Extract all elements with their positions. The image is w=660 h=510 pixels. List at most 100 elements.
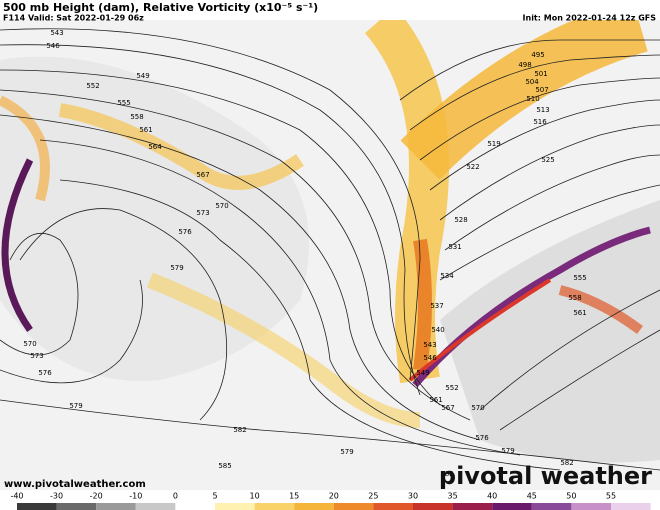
colorbar-tick-label: 5 [212, 492, 217, 501]
contour-label: 537 [430, 302, 443, 310]
colorbar-swatch [571, 503, 611, 510]
vorticity-band [58, 103, 304, 190]
contour [399, 39, 660, 101]
contour [39, 139, 521, 456]
colorbar-tick-label: -40 [10, 492, 23, 501]
colorbar-tick-label: -10 [129, 492, 142, 501]
contour-label: 546 [423, 354, 437, 362]
contour-label: 558 [568, 294, 581, 302]
colorbar-swatch [254, 503, 295, 510]
colorbar-swatch [333, 503, 374, 510]
vorticity-band [558, 285, 643, 335]
vorticity-band [413, 238, 432, 371]
vorticity-band [364, 6, 449, 384]
url: www.pivotalweather.com [4, 479, 146, 490]
contour-label: 531 [448, 243, 461, 251]
contour-label: 576 [38, 369, 52, 377]
contour-label: 501 [534, 70, 547, 78]
contour-label: 549 [136, 72, 149, 80]
contour-label: 552 [445, 384, 458, 392]
contour-label: 546 [46, 42, 60, 50]
vorticity-band [147, 272, 421, 428]
valid-time: F114 Valid: Sat 2022-01-29 06z [3, 14, 144, 23]
colorbar-swatch [492, 503, 532, 510]
colorbar-tick-label: 15 [289, 492, 299, 501]
contour [0, 28, 421, 381]
colorbar-swatch [294, 503, 334, 510]
contour-label: 585 [218, 462, 231, 470]
colorbar-tick-label: 55 [606, 492, 616, 501]
contour-label: 561 [573, 309, 586, 317]
contour-label: 507 [535, 86, 548, 94]
colorbar-tick-label: -20 [90, 492, 103, 501]
contour [499, 329, 660, 431]
contour-label: 498 [518, 61, 531, 69]
colorbar: -40 -30 -20 -10 0 5 10 15 20 25 30 35 40 45 50 55 [10, 492, 651, 510]
colorbar-swatch [611, 503, 651, 510]
contour-label: 510 [526, 95, 539, 103]
contour-label: 570 [215, 202, 228, 210]
map-title: 500 mb Height (dam), Relative Vorticity … [3, 1, 318, 14]
contour-label: 561 [139, 126, 152, 134]
contour-label: 567 [441, 404, 454, 412]
contour-label: 558 [130, 113, 143, 121]
contour-label: 519 [487, 140, 500, 148]
colorbar-swatch [96, 503, 136, 510]
colorbar-tick-label: 30 [408, 492, 418, 501]
contour [0, 89, 471, 421]
colorbar-tick-label: 0 [173, 492, 178, 501]
contour-label: 522 [466, 163, 479, 171]
contour-label: 555 [117, 99, 130, 107]
colorbar-swatch [175, 503, 215, 510]
contour [0, 279, 143, 384]
contour [0, 114, 481, 441]
contour-label: 525 [541, 156, 554, 164]
contour-label: 579 [501, 447, 514, 455]
contour-labels: 5435465495525555585615645675705735765795… [23, 29, 586, 478]
contour-label: 552 [86, 82, 99, 90]
colorbar-swatch [452, 503, 493, 510]
contour-label: 567 [196, 171, 209, 179]
map-field [0, 0, 660, 490]
vorticity-max [1, 158, 34, 333]
colorbar-tick-label: 25 [368, 492, 378, 501]
gray-field [0, 56, 309, 382]
contour-label: 573 [196, 209, 209, 217]
contour-label: 549 [416, 369, 429, 377]
contour [439, 184, 660, 281]
brand: pivotal weather [439, 462, 652, 490]
contour [439, 124, 660, 221]
header-strip [0, 0, 660, 20]
colorbar-swatch [413, 503, 453, 510]
contour [19, 208, 228, 421]
contour-label: 579 [170, 264, 183, 272]
contour-label: 504 [525, 78, 539, 86]
contour-label: 564 [148, 143, 162, 151]
contour-label: 582 [233, 426, 246, 434]
vorticity-band [408, 278, 552, 382]
contour-label: 573 [30, 352, 43, 360]
colorbar-tick-label: 35 [448, 492, 458, 501]
colorbar-tick-label: 50 [566, 492, 576, 501]
contour-label: 570 [23, 340, 36, 348]
colorbar-swatch [135, 503, 176, 510]
contour-label: 516 [533, 118, 547, 126]
contour-label: 582 [440, 470, 453, 478]
contour-label: 576 [178, 228, 192, 236]
contour-label: 528 [454, 216, 467, 224]
colorbar-swatch [56, 503, 97, 510]
contour-label: 579 [340, 448, 353, 456]
contour-label: 540 [431, 326, 444, 334]
contour [0, 232, 79, 356]
colorbar-tick-label: 10 [250, 492, 260, 501]
colorbar-swatch [215, 503, 255, 510]
contour [444, 154, 660, 251]
contour-label: 555 [573, 274, 586, 282]
contour-label: 534 [440, 272, 454, 280]
contour [479, 289, 660, 411]
contour-label: 561 [429, 396, 442, 404]
colorbar-tick-label: -30 [50, 492, 63, 501]
contour-label: 582 [560, 459, 573, 467]
vorticity-band [400, 0, 648, 180]
